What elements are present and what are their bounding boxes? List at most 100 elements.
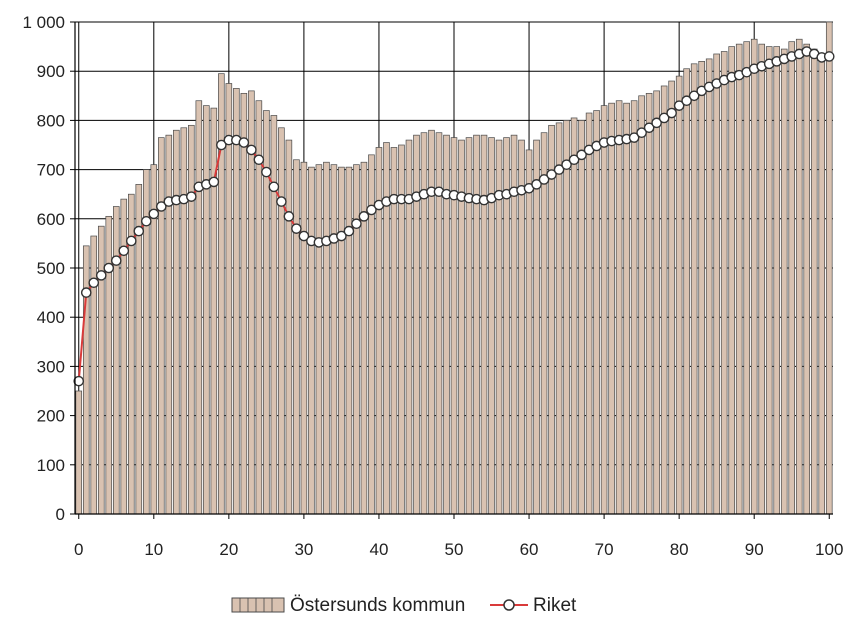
riket-point (88, 277, 100, 289)
riket-point (531, 179, 542, 190)
x-tick-label: 50 (445, 540, 464, 559)
riket-point (246, 144, 257, 156)
riket-point (358, 211, 370, 222)
bar (525, 149, 533, 515)
bar (563, 120, 570, 515)
bar (578, 120, 585, 515)
bar (315, 164, 323, 515)
riket-point (658, 112, 670, 124)
bar (743, 41, 750, 515)
riket-point (283, 211, 295, 222)
bar (173, 129, 180, 515)
legend: Östersunds kommun Riket (231, 595, 577, 616)
bar (615, 100, 623, 515)
x-tick-label: 30 (294, 540, 313, 559)
bar (165, 134, 173, 515)
x-tick-label: 90 (745, 540, 764, 559)
bar (638, 95, 645, 515)
riket-point (216, 139, 227, 151)
bar (698, 61, 705, 515)
riket-point (208, 176, 220, 188)
riket-point (561, 159, 572, 170)
bar (555, 122, 563, 515)
riket-point (576, 149, 587, 161)
bar (758, 43, 765, 515)
bar (285, 139, 293, 515)
bar (345, 166, 353, 515)
x-tick-label: 0 (74, 540, 83, 559)
riket-point (268, 181, 280, 193)
bar (293, 159, 300, 515)
y-tick-label: 700 (37, 161, 65, 180)
bar (795, 38, 803, 515)
riket-point (681, 95, 692, 107)
bar (608, 102, 615, 515)
riket-point (118, 245, 130, 257)
bar (97, 225, 105, 515)
riket-point (238, 137, 250, 148)
riket-point (148, 208, 160, 220)
bar (750, 38, 758, 515)
bar (113, 206, 120, 515)
bar (570, 117, 578, 515)
riket-point (261, 166, 272, 178)
legend-label-riket: Riket (533, 595, 577, 616)
riket-point (253, 154, 265, 166)
x-tick-label: 10 (144, 540, 163, 559)
y-tick-label: 0 (56, 505, 65, 524)
riket-point (628, 132, 640, 143)
bar (82, 245, 90, 515)
riket-point (73, 375, 85, 387)
riket-point (651, 117, 662, 129)
bar (188, 124, 195, 515)
riket-point (95, 270, 107, 281)
bar (683, 68, 690, 515)
riket-point (291, 223, 302, 234)
riket-point (688, 90, 700, 102)
bar (630, 100, 638, 515)
bar (773, 46, 780, 515)
bar (473, 134, 480, 515)
x-tick-labels: 0 10 20 30 40 50 60 70 80 90 100 (74, 540, 843, 559)
bar (600, 105, 608, 515)
riket-point (351, 218, 362, 230)
riket-point (103, 262, 115, 274)
riket-point (110, 255, 122, 266)
bar (75, 390, 83, 515)
riket-point (125, 235, 137, 247)
legend-label-ostersunds-kommun: Östersunds kommun (290, 595, 465, 616)
riket-point (343, 225, 355, 237)
riket-point (568, 154, 580, 166)
riket-point (140, 215, 152, 227)
riket-point (553, 164, 565, 175)
bar (158, 137, 165, 515)
x-tick-label: 70 (595, 540, 614, 559)
bar (270, 115, 278, 515)
bar (660, 85, 668, 515)
x-tick-label: 20 (219, 540, 238, 559)
bar (480, 134, 488, 515)
bar (720, 51, 728, 515)
bar (825, 21, 833, 515)
bar (203, 105, 210, 515)
bar (780, 48, 788, 515)
bar (690, 63, 698, 515)
legend-marker-riket (503, 599, 515, 611)
bar (645, 92, 653, 515)
legend-swatch-ostersunds-kommun (231, 597, 285, 613)
bar (788, 41, 795, 515)
riket-point (80, 287, 92, 298)
riket-point (156, 201, 167, 212)
y-tick-labels: 0 100 200 300 400 500 600 700 800 900 1 000 (22, 13, 65, 524)
bar (233, 88, 240, 515)
x-tick-label: 60 (520, 540, 539, 559)
y-tick-label: 200 (37, 407, 65, 426)
bar (623, 102, 630, 515)
y-tick-label: 800 (37, 111, 65, 130)
riket-point (666, 107, 677, 119)
riket-point (366, 204, 377, 216)
bar (330, 164, 338, 515)
y-tick-label: 400 (37, 308, 65, 327)
y-tick-label: 500 (37, 259, 65, 278)
bar (240, 92, 248, 515)
